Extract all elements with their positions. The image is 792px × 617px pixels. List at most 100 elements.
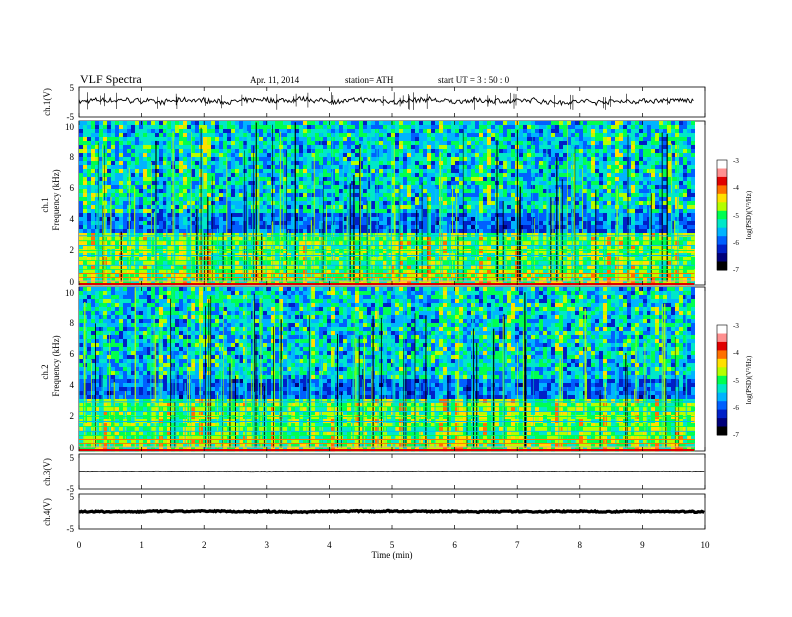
ch1-spec-cell bbox=[447, 201, 451, 205]
ch1-spec-cell bbox=[291, 125, 295, 129]
ch1-spec-cell bbox=[175, 209, 179, 213]
ch1-spec-cell bbox=[375, 121, 379, 125]
ch1-spec-cell bbox=[467, 233, 471, 237]
ch1-spec-cell bbox=[143, 125, 147, 129]
ch1-spec-cell bbox=[299, 137, 303, 141]
ch1-spec-cell bbox=[511, 177, 515, 181]
ch1-spec-cell bbox=[195, 201, 199, 205]
ch1-spec-cell bbox=[363, 201, 367, 205]
ch1-spec-cell bbox=[539, 209, 543, 213]
ch1-spec-cell bbox=[559, 141, 563, 145]
ch1-spec-cell bbox=[243, 177, 247, 181]
ch1-spec-cell bbox=[167, 149, 171, 153]
ch1-spec-cell bbox=[271, 141, 275, 145]
ch1-spec-cell bbox=[555, 137, 559, 141]
ch1-spec-cell bbox=[155, 121, 159, 125]
ch1-spec-cell bbox=[491, 189, 495, 193]
ch1-spec-cell bbox=[103, 121, 107, 125]
ch1-spec-cell bbox=[371, 249, 375, 253]
ch1-spec-cell bbox=[115, 149, 119, 153]
ch1-spec-cell bbox=[527, 181, 531, 185]
ch1-spec-cell bbox=[259, 261, 263, 265]
ch1-spec-cell bbox=[119, 121, 123, 125]
ch1-spec-cell bbox=[203, 157, 207, 161]
ch1-spec-cell bbox=[511, 129, 515, 133]
ch1-spec-cell bbox=[139, 153, 143, 157]
ch1-spec-cell bbox=[139, 169, 143, 173]
ch1-spec-cell bbox=[559, 173, 563, 177]
ch1-spec-cell bbox=[143, 201, 147, 205]
ch1-spec-cell bbox=[411, 241, 415, 245]
ch1-spec-cell bbox=[87, 125, 91, 129]
ch1-spec-cell bbox=[83, 201, 87, 205]
ch1-spec-cell bbox=[335, 221, 339, 225]
ch1-spec-cell bbox=[355, 169, 359, 173]
ch1-spec-cell bbox=[355, 157, 359, 161]
ch1-spec-cell bbox=[123, 157, 127, 161]
ch1-spec-cell bbox=[343, 153, 347, 157]
ch1-spec-cell bbox=[407, 161, 411, 165]
ch1-spec-cell bbox=[183, 141, 187, 145]
ch1-spec-cell bbox=[463, 173, 467, 177]
ch1-spec-cell bbox=[103, 149, 107, 153]
ch1-spec-cell bbox=[147, 141, 151, 145]
ch1-spec-cell bbox=[435, 157, 439, 161]
ch1-spec-cell bbox=[411, 201, 415, 205]
ch1-spec-cell bbox=[147, 201, 151, 205]
ch1-spec-cell bbox=[311, 145, 315, 149]
ch1-spec-cell bbox=[451, 141, 455, 145]
ch1-spec-cell bbox=[467, 173, 471, 177]
ch1-spec-cell bbox=[487, 225, 491, 229]
ch1-spec-cell bbox=[527, 189, 531, 193]
ch1-spec-cell bbox=[339, 249, 343, 253]
ch1-spec-cell bbox=[339, 193, 343, 197]
ch1-spec-cell bbox=[431, 209, 435, 213]
ch1-spec-cell bbox=[339, 241, 343, 245]
ch1-spec-cell bbox=[323, 185, 327, 189]
ch1-spec-cell bbox=[327, 125, 331, 129]
ch1-ytick-top: 5 bbox=[70, 83, 75, 93]
ch1-spec-cell bbox=[511, 145, 515, 149]
ch1-spec-cell bbox=[339, 209, 343, 213]
ch1-spec-cell bbox=[479, 145, 483, 149]
ch1-spec-cell bbox=[523, 249, 527, 253]
ch1-spec-cell bbox=[487, 157, 491, 161]
ch1-spec-cell bbox=[315, 197, 319, 201]
ch1-spec-cell bbox=[391, 121, 395, 125]
ch1-spec-cell bbox=[287, 145, 291, 149]
ch1-spec-cell bbox=[235, 129, 239, 133]
ch1-spec-cell bbox=[431, 145, 435, 149]
ch1-spec-cell bbox=[427, 241, 431, 245]
ch1-spec-cell bbox=[499, 121, 503, 125]
ch1-spec-cell bbox=[123, 241, 127, 245]
ch1-spec-cell bbox=[403, 125, 407, 129]
ch1-spec-cell bbox=[551, 177, 555, 181]
ch1-spec-cell bbox=[267, 201, 271, 205]
ch1-spec-cell bbox=[463, 233, 467, 237]
ch1-spec-cell bbox=[115, 129, 119, 133]
ch1-spec-cell bbox=[275, 133, 279, 137]
ch1-spec-cell bbox=[123, 173, 127, 177]
ch1-spec-cell bbox=[103, 165, 107, 169]
ch1-spec-cell bbox=[267, 229, 271, 233]
ch1-spec-cell bbox=[231, 173, 235, 177]
ch1-spec-cell bbox=[471, 125, 475, 129]
ch1-spec-cell bbox=[379, 153, 383, 157]
ch1-spec-cell bbox=[383, 149, 387, 153]
ch1-spec-cell bbox=[411, 181, 415, 185]
ch1-spec-cell bbox=[315, 153, 319, 157]
ch1-spec-cell bbox=[423, 193, 427, 197]
ch1-spec-cell bbox=[239, 137, 243, 141]
ch1-spec-cell bbox=[407, 189, 411, 193]
ch1-spec-cell bbox=[351, 149, 355, 153]
ch1-spec-cell bbox=[159, 229, 163, 233]
ch1-spec-cell bbox=[239, 153, 243, 157]
ch1-spec-cell bbox=[115, 261, 119, 265]
ch1-spec-cell bbox=[243, 149, 247, 153]
ch1-spec-cell bbox=[331, 125, 335, 129]
ch1-spec-cell bbox=[363, 153, 367, 157]
ch1-spec-cell bbox=[411, 193, 415, 197]
ch1-spec-cell bbox=[287, 169, 291, 173]
ch1-spec-cell bbox=[447, 153, 451, 157]
ch1-spec-cell bbox=[479, 157, 483, 161]
